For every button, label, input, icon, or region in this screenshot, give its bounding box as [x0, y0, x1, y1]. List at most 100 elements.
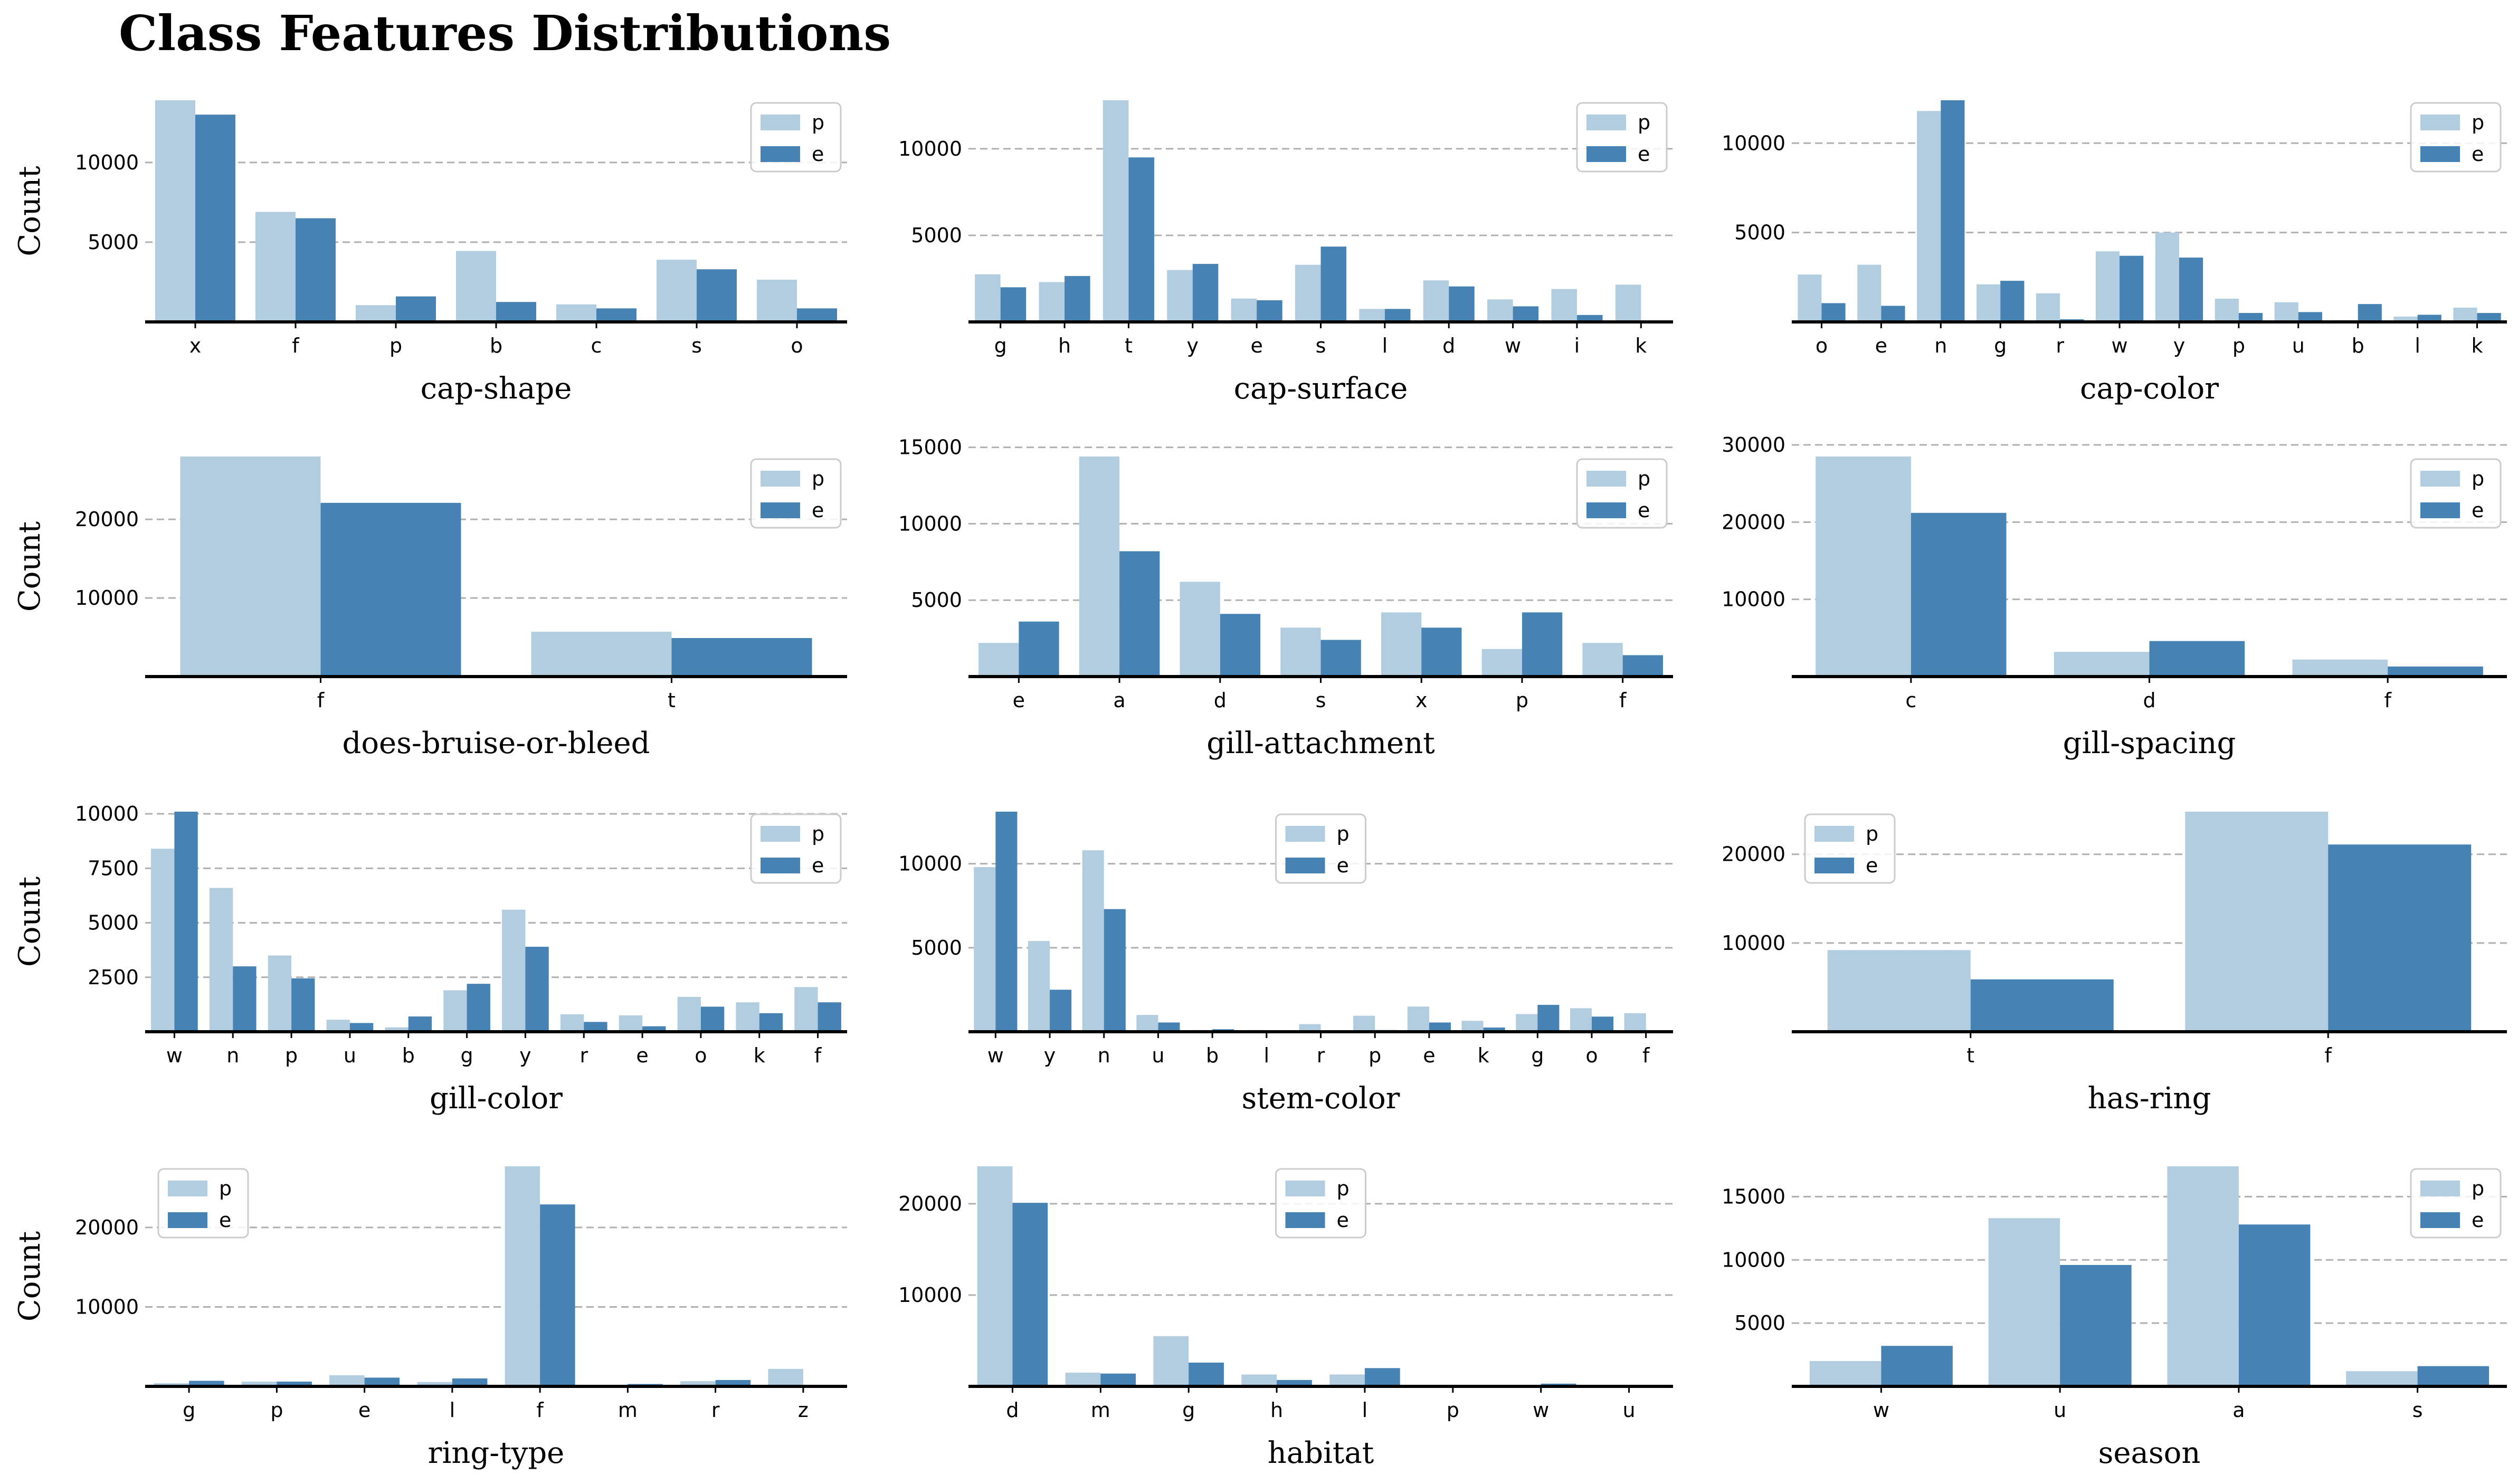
legend-swatch-e [2420, 146, 2460, 162]
x-tick-label: p [1516, 689, 1528, 712]
y-axis-label: Count [13, 1231, 47, 1321]
y-tick-label: 10000 [1722, 131, 1785, 155]
legend-swatch-e [1814, 858, 1854, 873]
bar-e-f [2328, 844, 2472, 1032]
x-tick-label: w [1873, 1399, 1889, 1422]
x-tick-label: y [519, 1044, 531, 1067]
bar-p-b [385, 1027, 408, 1032]
legend-label-p: p [219, 1177, 232, 1200]
x-tick-label: b [402, 1044, 415, 1067]
legend-label-e: e [1337, 1209, 1349, 1232]
bar-p-e [1857, 264, 1882, 322]
legend-label-e: e [1638, 142, 1650, 166]
legend: pe [750, 813, 842, 884]
bar-p-p [2215, 298, 2239, 322]
bar-p-a [1079, 456, 1120, 677]
x-tick-label: e [1875, 334, 1887, 357]
bar-e-c [1911, 512, 2007, 677]
y-tick-label: 10000 [898, 512, 962, 535]
y-tick-label: 10000 [75, 1295, 139, 1318]
y-tick-label: 7500 [88, 857, 139, 880]
x-tick-label: a [1113, 689, 1125, 712]
bar-p-f [2185, 812, 2329, 1032]
bar-p-d [1180, 582, 1220, 677]
x-tick-label: e [636, 1044, 648, 1067]
legend-swatch-e [1586, 146, 1626, 162]
bar-e-a [2238, 1224, 2311, 1386]
x-tick-label: g [994, 334, 1007, 357]
bar-e-l [452, 1378, 488, 1386]
bar-p-f [1624, 1013, 1646, 1032]
y-tick-label: 30000 [1722, 433, 1785, 456]
bar-e-r [715, 1380, 751, 1386]
bar-e-g [189, 1381, 224, 1386]
legend-swatch-e [1285, 858, 1325, 873]
bar-e-w [1513, 306, 1539, 322]
bar-p-d [2054, 652, 2150, 677]
bar-e-f [818, 1002, 841, 1032]
x-tick-label: z [798, 1399, 809, 1422]
legend: pe [2410, 458, 2502, 529]
x-tick-label: s [691, 334, 702, 357]
subplot-gill-color: w n p u b g y r e o k f 2500 5000 7500 10000 gill-color C… [13, 802, 847, 1116]
bar-p-k [1615, 284, 1641, 322]
bar-p-n [209, 888, 233, 1032]
y-axis-label: Count [13, 521, 47, 612]
bar-e-u [1158, 1022, 1180, 1032]
x-tick-label: o [695, 1044, 707, 1067]
x-tick-label: p [270, 1399, 283, 1422]
bar-p-p [356, 305, 396, 322]
x-tick-label: t [1125, 334, 1133, 357]
bar-e-u [349, 1023, 374, 1032]
bar-p-g [975, 274, 1001, 322]
x-tick-label: b [490, 334, 502, 357]
x-axis-label: ring-type [428, 1436, 565, 1470]
bar-p-s [1295, 264, 1321, 322]
bar-e-g [1000, 287, 1027, 322]
legend-swatch-e [761, 502, 800, 518]
bar-p-u [326, 1020, 350, 1032]
y-tick-label: 10000 [75, 802, 139, 825]
bar-p-p [268, 955, 292, 1032]
bar-e-h [1065, 276, 1090, 322]
bar-p-e [1407, 1006, 1429, 1032]
bar-p-g [443, 990, 467, 1032]
y-tick-label: 10000 [898, 1283, 962, 1307]
bar-p-p [1481, 649, 1522, 677]
bar-p-l [417, 1382, 452, 1386]
bar-p-t [1827, 950, 1971, 1032]
bar-p-z [768, 1368, 803, 1386]
bar-p-u [1988, 1218, 2060, 1386]
bar-p-e [978, 643, 1019, 677]
bar-e-f [540, 1204, 575, 1386]
legend-swatch-e [761, 858, 800, 873]
bar-p-f [255, 212, 296, 322]
legend-swatch-p [168, 1181, 207, 1196]
bar-p-y [1028, 941, 1050, 1032]
legend-label-e: e [2472, 1209, 2484, 1232]
x-tick-label: a [2232, 1399, 2245, 1422]
legend-label-e: e [812, 142, 824, 166]
bar-p-k [1461, 1021, 1484, 1032]
bar-p-f [505, 1166, 540, 1386]
x-tick-label: x [1415, 689, 1428, 712]
bar-p-t [531, 632, 672, 677]
bar-p-c [556, 304, 596, 322]
x-tick-label: r [2056, 334, 2064, 357]
y-tick-label: 5000 [911, 588, 962, 612]
x-tick-label: e [1423, 1044, 1435, 1067]
bar-e-b [496, 302, 536, 322]
bar-p-l [1329, 1374, 1365, 1386]
y-tick-label: 5000 [911, 936, 962, 959]
x-tick-label: g [183, 1399, 195, 1422]
legend-swatch-p [2420, 471, 2460, 487]
bar-p-s [657, 260, 697, 322]
legend-swatch-p [761, 826, 800, 842]
x-tick-label: y [1187, 334, 1199, 357]
bar-e-k [759, 1013, 783, 1032]
bar-e-s [2417, 1366, 2490, 1386]
